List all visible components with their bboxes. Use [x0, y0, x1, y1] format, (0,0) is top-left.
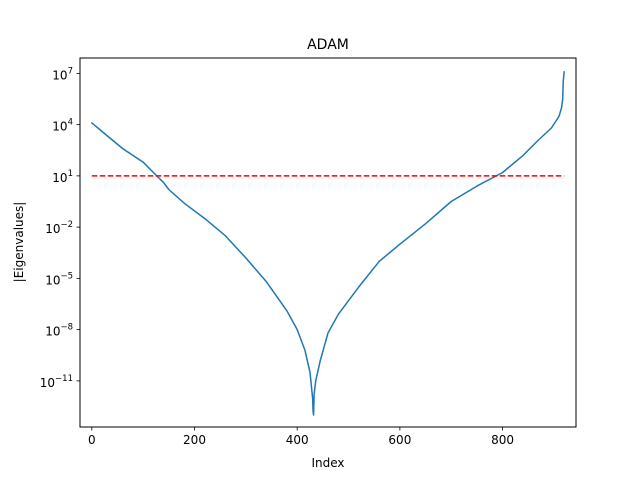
y-tick-label: 10−8: [45, 323, 73, 339]
x-tick-label: 600: [388, 433, 411, 447]
plot-frame: [79, 57, 577, 428]
plot-area: [91, 70, 565, 416]
x-tick-label: 800: [491, 433, 514, 447]
x-tick-label: 200: [183, 433, 206, 447]
y-tick-label: 107: [52, 66, 73, 82]
y-axis-label: |Eigenvalues|: [12, 202, 26, 283]
x-tick-label: 400: [286, 433, 309, 447]
x-axis: 0 200 400 600 800: [88, 427, 514, 447]
y-tick-label: 10−11: [40, 374, 73, 390]
series-line-1: [91, 70, 565, 416]
y-tick-label: 10−5: [45, 271, 73, 287]
chart-title: ADAM: [307, 37, 349, 53]
y-tick-label: 10−2: [45, 220, 73, 236]
y-tick-label: 104: [52, 118, 73, 134]
y-tick-label: 101: [52, 169, 73, 185]
x-tick-label: 0: [88, 433, 96, 447]
x-axis-label: Index: [311, 456, 344, 470]
y-axis: 107 104 101 10−2 10−5 10−8 10−11: [40, 66, 80, 390]
